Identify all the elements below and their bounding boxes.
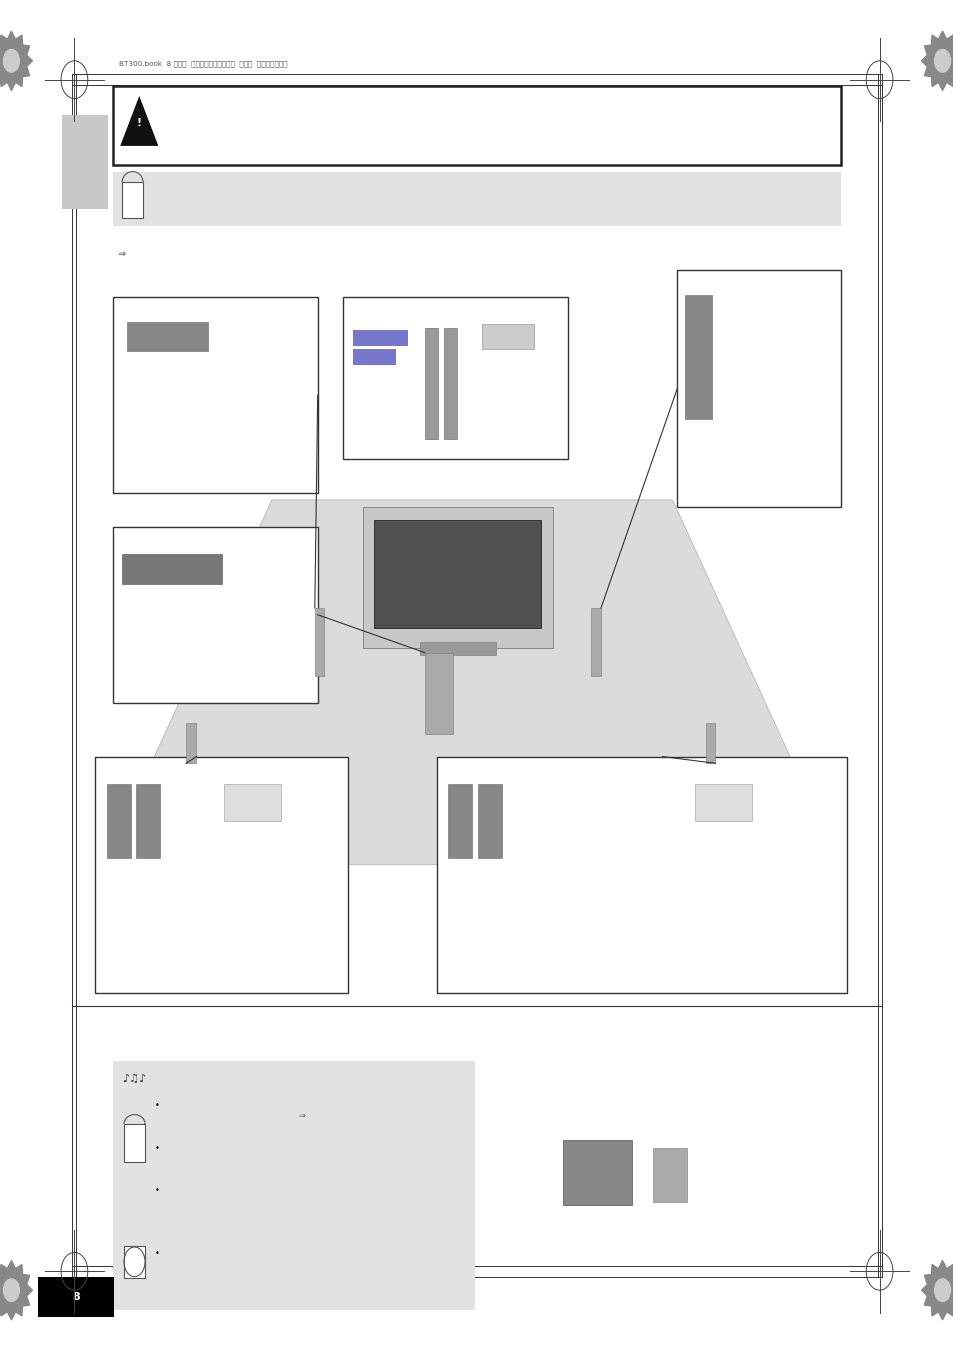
Text: •: •: [152, 197, 157, 205]
FancyBboxPatch shape: [112, 1061, 475, 1310]
FancyBboxPatch shape: [677, 270, 841, 507]
Text: Position the speakers as
illustrated and place them
about 1 m (3 ft) higher
than: Position the speakers as illustrated and…: [107, 851, 202, 884]
Polygon shape: [0, 31, 32, 91]
Text: ⇒: ⇒: [117, 249, 126, 258]
Polygon shape: [120, 96, 158, 146]
Text: ϕ: ϕ: [429, 201, 434, 208]
FancyBboxPatch shape: [122, 554, 222, 584]
Text: •: •: [152, 211, 157, 220]
Circle shape: [934, 50, 949, 72]
FancyBboxPatch shape: [481, 324, 534, 349]
FancyBboxPatch shape: [694, 784, 751, 821]
FancyBboxPatch shape: [224, 784, 281, 821]
Polygon shape: [0, 1260, 32, 1320]
Text: •: •: [152, 182, 157, 192]
Text: 45° to 60°: 45° to 60°: [484, 324, 520, 330]
FancyBboxPatch shape: [124, 1246, 145, 1278]
FancyBboxPatch shape: [424, 653, 453, 734]
FancyBboxPatch shape: [124, 1124, 145, 1162]
Text: •: •: [154, 1101, 159, 1111]
Text: •: •: [154, 1186, 159, 1196]
Text: !: !: [136, 118, 142, 128]
Text: Place to the right or
left of the TV, on the
floor or a sturdy shelf
so that it : Place to the right or left of the TV, on…: [720, 308, 796, 366]
FancyBboxPatch shape: [107, 784, 131, 858]
FancyBboxPatch shape: [112, 86, 841, 165]
Text: BT303: BT303: [355, 355, 376, 361]
FancyBboxPatch shape: [591, 608, 600, 676]
FancyBboxPatch shape: [477, 784, 501, 858]
FancyBboxPatch shape: [443, 328, 456, 439]
FancyBboxPatch shape: [705, 723, 715, 763]
FancyBboxPatch shape: [62, 115, 108, 209]
FancyBboxPatch shape: [136, 784, 160, 858]
FancyBboxPatch shape: [122, 182, 143, 218]
Text: •: •: [154, 1143, 159, 1152]
FancyBboxPatch shape: [448, 784, 472, 858]
Text: To allow for proper ventilation
and to maintain good airflow
around the main uni: To allow for proper ventilation and to m…: [124, 592, 233, 632]
FancyBboxPatch shape: [95, 757, 348, 993]
Text: •: •: [170, 138, 175, 147]
Text: e.g.,  BT300: e.g., BT300: [355, 336, 396, 342]
FancyBboxPatch shape: [374, 520, 540, 628]
Circle shape: [934, 1279, 949, 1301]
Text: ⇒: ⇒: [298, 1111, 305, 1119]
FancyBboxPatch shape: [562, 1140, 631, 1205]
FancyBboxPatch shape: [186, 723, 195, 763]
FancyBboxPatch shape: [353, 349, 395, 365]
FancyBboxPatch shape: [314, 608, 324, 676]
Text: Position the speakers
as illustrated and
place them about
1 m (3 ft) higher than: Position the speakers as illustrated and…: [448, 851, 525, 892]
Text: •: •: [170, 105, 175, 115]
FancyBboxPatch shape: [362, 507, 553, 648]
Text: Put on a rack or shelf. Vibration
caused by the speaker can
disrupt the picture : Put on a rack or shelf. Vibration caused…: [125, 378, 240, 409]
FancyBboxPatch shape: [112, 172, 841, 226]
FancyBboxPatch shape: [419, 642, 496, 655]
FancyBboxPatch shape: [112, 297, 317, 493]
FancyBboxPatch shape: [653, 1148, 686, 1202]
FancyBboxPatch shape: [112, 527, 317, 703]
Text: BT300.book  8 ページ  ２００９年３月１２日  木曜日  午後６時３４分: BT300.book 8 ページ ２００９年３月１２日 木曜日 午後６時３４分: [119, 61, 288, 66]
Polygon shape: [921, 1260, 953, 1320]
FancyBboxPatch shape: [127, 322, 208, 351]
Text: 60° to 90°: 60° to 90°: [228, 925, 268, 934]
Circle shape: [4, 50, 19, 72]
FancyBboxPatch shape: [353, 330, 408, 346]
Polygon shape: [921, 31, 953, 91]
FancyBboxPatch shape: [436, 757, 846, 993]
FancyBboxPatch shape: [684, 295, 711, 419]
Text: •: •: [154, 1250, 159, 1258]
Text: ♪♫♪: ♪♫♪: [122, 1074, 146, 1084]
FancyBboxPatch shape: [38, 1277, 114, 1317]
FancyBboxPatch shape: [424, 328, 437, 439]
FancyBboxPatch shape: [343, 297, 567, 459]
Circle shape: [4, 1279, 19, 1301]
Text: 8: 8: [72, 1292, 80, 1302]
Polygon shape: [105, 500, 839, 865]
Text: 160° to 170°: 160° to 170°: [702, 925, 752, 934]
